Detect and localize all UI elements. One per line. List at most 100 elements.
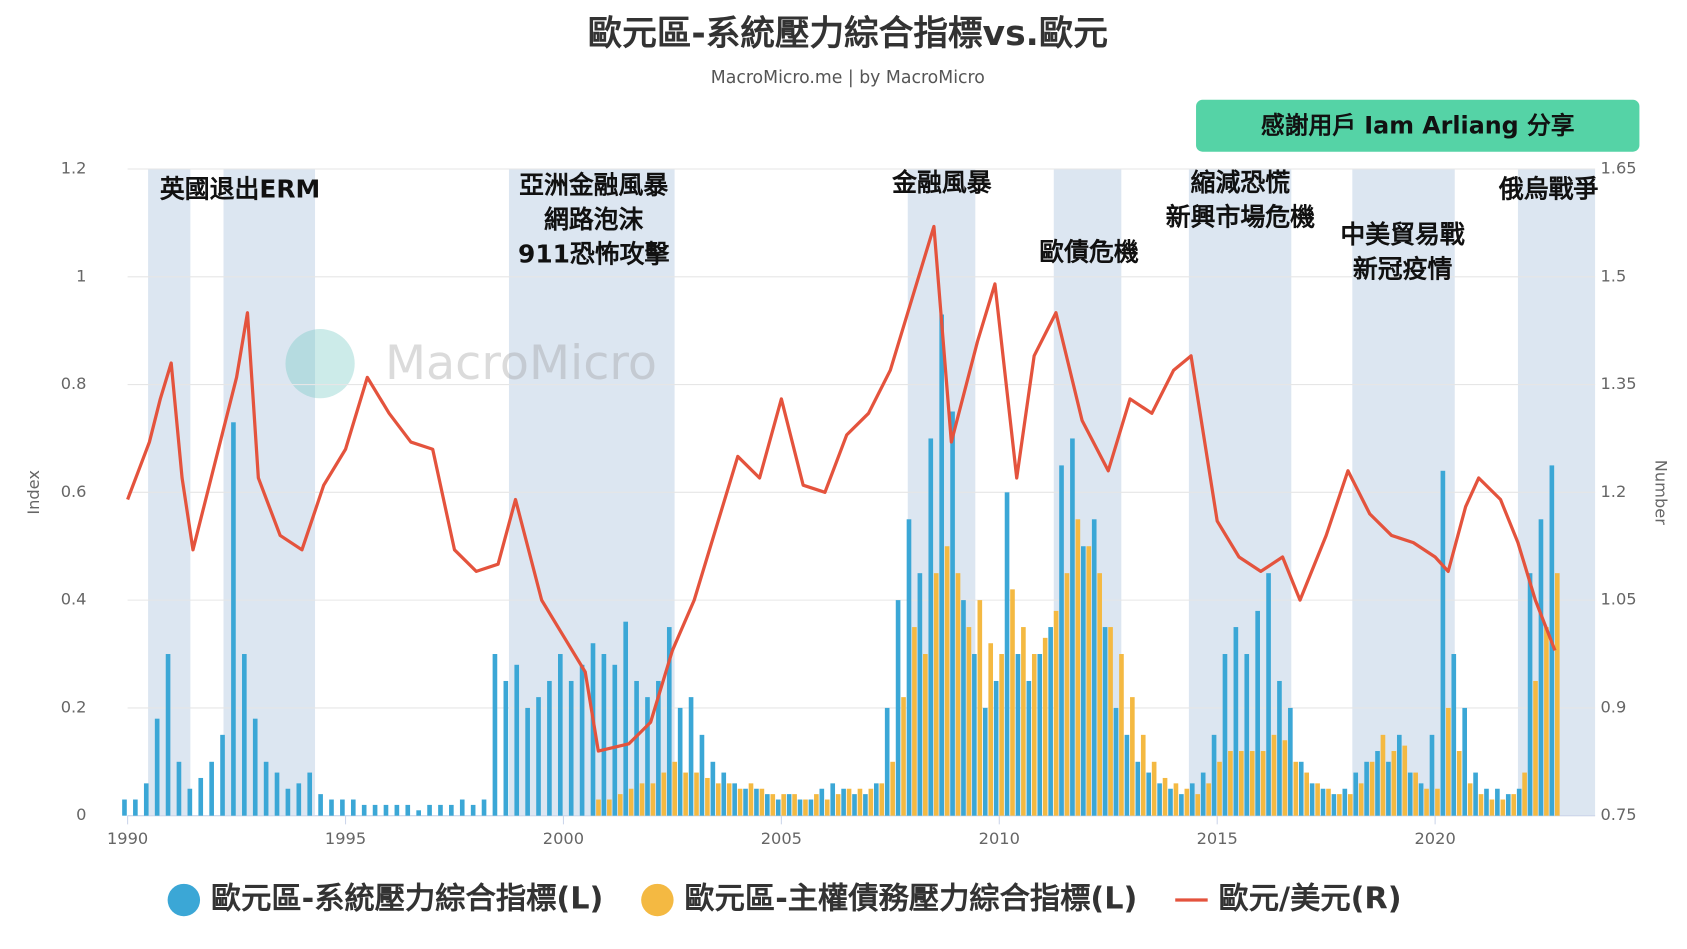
bar bbox=[514, 664, 520, 816]
bar bbox=[628, 788, 634, 816]
bar bbox=[318, 794, 323, 816]
bar bbox=[950, 411, 955, 816]
bar bbox=[726, 783, 732, 816]
bar bbox=[307, 772, 313, 816]
y-tick-label: 0.8 bbox=[61, 374, 87, 393]
bar bbox=[1113, 707, 1119, 816]
annotation: 英國退出ERM bbox=[160, 175, 320, 204]
bar bbox=[1320, 788, 1326, 816]
y-tick-label: 1.2 bbox=[61, 159, 87, 178]
bar bbox=[525, 707, 530, 816]
bar bbox=[1495, 788, 1500, 816]
y-tick-label: 1 bbox=[76, 266, 86, 285]
bar bbox=[1293, 761, 1299, 816]
bar bbox=[165, 654, 171, 816]
bar bbox=[1075, 519, 1081, 816]
legend-label[interactable]: 歐元區-主權債務壓力綜合指標(L) bbox=[684, 881, 1137, 917]
bar bbox=[612, 664, 618, 816]
bar bbox=[596, 799, 601, 816]
y-tick-label: 0.2 bbox=[61, 697, 87, 716]
y2-tick-label: 1.35 bbox=[1600, 374, 1636, 393]
bar bbox=[786, 794, 792, 816]
bar bbox=[449, 804, 454, 816]
x-tick-label: 2005 bbox=[761, 829, 802, 848]
bar bbox=[814, 794, 819, 816]
bar bbox=[1342, 788, 1348, 816]
bar bbox=[1309, 783, 1315, 816]
bar bbox=[666, 627, 672, 816]
bar bbox=[1211, 734, 1217, 816]
bar bbox=[1516, 788, 1522, 816]
annotation: 俄烏戰爭 bbox=[1498, 175, 1599, 204]
bar bbox=[1544, 627, 1549, 816]
bar bbox=[1238, 751, 1244, 816]
bar bbox=[1244, 654, 1250, 816]
bar bbox=[220, 734, 225, 816]
bar bbox=[933, 573, 939, 816]
bar bbox=[1331, 794, 1337, 816]
bar bbox=[568, 680, 574, 816]
bar bbox=[972, 654, 977, 816]
line bbox=[126, 224, 1557, 753]
bar bbox=[1053, 610, 1059, 816]
bar bbox=[1206, 783, 1211, 816]
bar bbox=[1500, 799, 1506, 816]
bar bbox=[1026, 680, 1032, 816]
bar bbox=[1184, 788, 1190, 816]
x-tick-label: 2010 bbox=[979, 829, 1020, 848]
bar bbox=[492, 654, 498, 816]
bar bbox=[1173, 783, 1179, 816]
bar bbox=[792, 794, 797, 816]
chart-title: 歐元區-系統壓力綜合指標vs.歐元 bbox=[588, 14, 1108, 54]
annotation: 新冠疫情 bbox=[1353, 255, 1453, 284]
bar bbox=[1440, 470, 1446, 816]
bar bbox=[650, 783, 656, 816]
bar bbox=[1086, 546, 1092, 816]
bar bbox=[1413, 772, 1418, 816]
annotation: 911恐怖攻擊 bbox=[518, 240, 670, 269]
bar bbox=[754, 788, 759, 816]
annotation: 中美貿易戰 bbox=[1340, 220, 1464, 249]
bar bbox=[677, 707, 683, 816]
bar bbox=[459, 799, 465, 816]
bar bbox=[759, 788, 765, 816]
bar bbox=[1456, 751, 1462, 816]
bar bbox=[154, 718, 160, 816]
legend-label[interactable]: 歐元區-系統壓力綜合指標(L) bbox=[211, 881, 603, 917]
bar bbox=[1260, 751, 1266, 816]
bar bbox=[481, 799, 487, 816]
bar bbox=[912, 627, 917, 816]
bar bbox=[405, 804, 411, 816]
bar bbox=[231, 422, 236, 816]
bar bbox=[1358, 783, 1364, 816]
bar bbox=[1489, 799, 1495, 816]
y2-tick-label: 1.05 bbox=[1600, 590, 1636, 609]
bar bbox=[688, 697, 694, 816]
bar bbox=[715, 783, 721, 816]
bar bbox=[340, 799, 345, 816]
bar bbox=[1157, 783, 1162, 816]
legend-label[interactable]: 歐元/美元(R) bbox=[1218, 881, 1401, 917]
bar bbox=[1266, 573, 1271, 816]
bar bbox=[830, 783, 836, 816]
bar bbox=[705, 777, 710, 816]
bar bbox=[808, 799, 814, 816]
bar bbox=[1146, 772, 1152, 816]
bar bbox=[1097, 573, 1102, 816]
bar bbox=[737, 788, 743, 816]
bar bbox=[427, 804, 432, 816]
bar bbox=[557, 654, 563, 816]
bar bbox=[1200, 772, 1206, 816]
bar bbox=[955, 573, 961, 816]
bar bbox=[846, 788, 852, 816]
x-tick-label: 2000 bbox=[543, 829, 584, 848]
bar bbox=[579, 664, 585, 816]
bar bbox=[748, 783, 754, 816]
bar bbox=[1407, 772, 1413, 816]
bar bbox=[993, 680, 999, 816]
bar bbox=[863, 794, 868, 816]
bar bbox=[1462, 707, 1467, 816]
bar bbox=[1391, 751, 1397, 816]
annotation: 亞洲金融風暴 bbox=[519, 170, 668, 199]
bar bbox=[656, 680, 661, 816]
